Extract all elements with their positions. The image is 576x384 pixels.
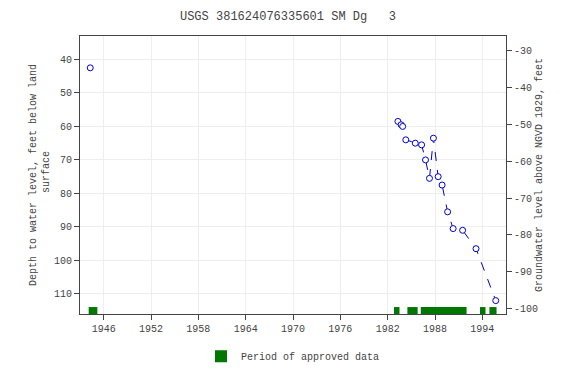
svg-text:-60: -60: [514, 157, 532, 168]
svg-text:-80: -80: [514, 230, 532, 241]
svg-text:Period of approved data: Period of approved data: [241, 352, 379, 363]
svg-text:80: 80: [60, 189, 72, 200]
svg-text:40: 40: [60, 55, 72, 66]
svg-text:-90: -90: [514, 267, 532, 278]
svg-text:1952: 1952: [139, 324, 163, 335]
svg-text:1970: 1970: [281, 324, 305, 335]
svg-text:-50: -50: [514, 120, 532, 131]
svg-text:-40: -40: [514, 83, 532, 94]
svg-text:-70: -70: [514, 194, 532, 205]
svg-text:1976: 1976: [328, 324, 352, 335]
svg-text:110: 110: [54, 289, 72, 300]
svg-text:1994: 1994: [470, 324, 494, 335]
svg-text:70: 70: [60, 155, 72, 166]
svg-text:1988: 1988: [423, 324, 447, 335]
svg-text:50: 50: [60, 88, 72, 99]
svg-text:1982: 1982: [376, 324, 400, 335]
svg-text:100: 100: [54, 256, 72, 267]
svg-text:USGS 381624076335601 SM Dg 3: USGS 381624076335601 SM Dg 3: [180, 10, 396, 24]
svg-text:1958: 1958: [186, 324, 210, 335]
svg-text:1964: 1964: [234, 324, 258, 335]
svg-text:-100: -100: [514, 304, 538, 315]
svg-text:Groundwater level above NGVD 1: Groundwater level above NGVD 1929, feet: [534, 58, 545, 292]
svg-text:Depth to water level, feet bel: Depth to water level, feet below land su…: [28, 64, 52, 286]
svg-text:1946: 1946: [92, 324, 116, 335]
svg-text:90: 90: [60, 222, 72, 233]
svg-text:60: 60: [60, 122, 72, 133]
svg-text:-30: -30: [514, 46, 532, 57]
